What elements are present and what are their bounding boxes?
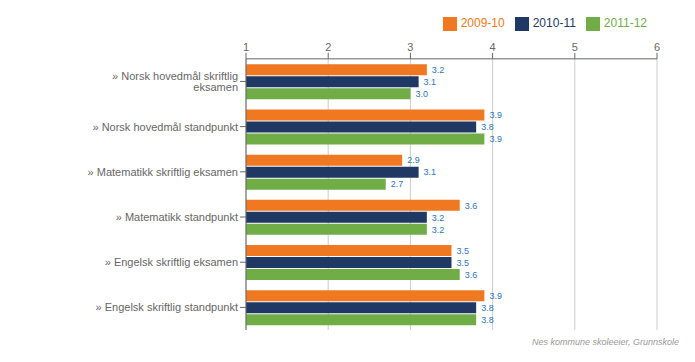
svg-text:» Norsk hovedmål standpunkt: » Norsk hovedmål standpunkt bbox=[92, 121, 238, 133]
svg-text:2.9: 2.9 bbox=[407, 155, 420, 165]
svg-text:2: 2 bbox=[325, 41, 331, 53]
svg-text:6: 6 bbox=[654, 41, 660, 53]
html-text:2011-12: 2011-12 bbox=[603, 16, 647, 30]
svg-text:3: 3 bbox=[407, 41, 413, 53]
svg-text:4: 4 bbox=[490, 41, 496, 53]
html-text:2010-11: 2010-11 bbox=[532, 16, 576, 30]
svg-text:3.9: 3.9 bbox=[489, 291, 502, 301]
svg-text:5: 5 bbox=[572, 41, 578, 53]
svg-text:3.8: 3.8 bbox=[481, 122, 494, 132]
html-text:2009-10: 2009-10 bbox=[460, 16, 505, 30]
svg-text:» Engelsk skriftlig eksamen: » Engelsk skriftlig eksamen bbox=[105, 256, 238, 268]
svg-text:3.8: 3.8 bbox=[481, 315, 494, 325]
svg-text:2.7: 2.7 bbox=[391, 179, 404, 189]
svg-text:1: 1 bbox=[243, 41, 249, 53]
svg-text:3.5: 3.5 bbox=[457, 246, 470, 256]
svg-text:3.5: 3.5 bbox=[457, 258, 470, 268]
svg-text:3.6: 3.6 bbox=[465, 201, 478, 211]
svg-text:» Matematikk skriftlig eksamen: » Matematikk skriftlig eksamen bbox=[88, 166, 238, 178]
svg-text:3.9: 3.9 bbox=[489, 134, 502, 144]
svg-text:3.2: 3.2 bbox=[432, 225, 445, 235]
html-text:Nes kommune skoleeier, Grunnsk: Nes kommune skoleeier, Grunnskole bbox=[531, 337, 679, 347]
svg-text:3.1: 3.1 bbox=[424, 167, 437, 177]
svg-text:3.8: 3.8 bbox=[481, 303, 494, 313]
svg-text:3.0: 3.0 bbox=[415, 89, 428, 99]
svg-text:3.6: 3.6 bbox=[465, 270, 478, 280]
svg-text:» Matematikk standpunkt: » Matematikk standpunkt bbox=[116, 211, 238, 223]
svg-text:3.9: 3.9 bbox=[489, 110, 502, 120]
svg-text:» Norsk hovedmål skriftligeksa: » Norsk hovedmål skriftligeksamen bbox=[112, 70, 238, 93]
svg-text:3.1: 3.1 bbox=[424, 77, 437, 87]
svg-text:3.2: 3.2 bbox=[432, 65, 445, 75]
svg-text:3.2: 3.2 bbox=[432, 213, 445, 223]
svg-text:» Engelsk skriftlig standpunkt: » Engelsk skriftlig standpunkt bbox=[96, 301, 238, 313]
